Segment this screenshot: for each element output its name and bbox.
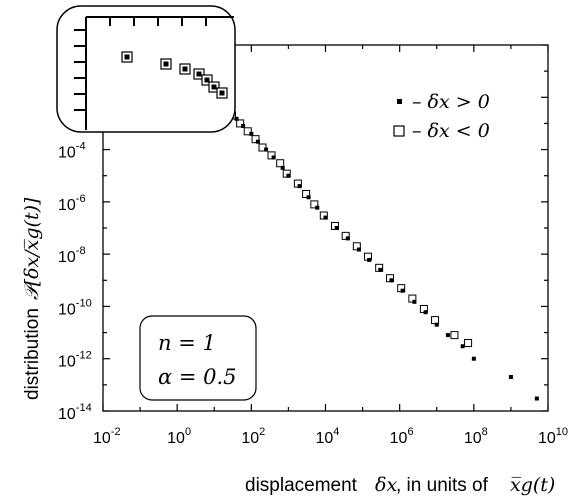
data-point-negative [431, 316, 440, 325]
x-tick-label: 104 [316, 426, 340, 447]
x-axis-label: displacement δx , in units of x̅g(t) [245, 474, 555, 496]
data-point-negative [236, 119, 245, 128]
data-point-positive [471, 356, 476, 361]
data-point-positive [306, 195, 311, 200]
inset-content [74, 16, 234, 130]
legend-marker-filled [397, 99, 402, 104]
x-axis-label-mid: , in units of [396, 475, 489, 496]
parameter-box-frame [139, 315, 257, 401]
parameter-alpha: α = 0.5 [158, 365, 237, 389]
inset-point-positive [124, 54, 130, 60]
y-axis-label-prefix: distribution [22, 308, 43, 400]
data-point-positive [234, 116, 239, 121]
y-tick-label: 10-6 [58, 193, 86, 214]
data-point-positive [508, 374, 513, 379]
data-point-positive [434, 322, 439, 327]
data-point-positive [271, 155, 276, 160]
data-point-positive [255, 139, 260, 144]
data-point-positive [297, 184, 302, 189]
data-point-positive [264, 147, 269, 152]
data-point-positive [400, 288, 405, 293]
x-tick-label: 106 [390, 426, 414, 447]
data-point-positive [389, 278, 394, 283]
data-point-negative [464, 338, 473, 347]
tick-labels: 10-2 100 102 104 106 108 1010 10-4 10-6 10-8 10-10… [58, 141, 568, 447]
data-point-positive [323, 215, 328, 220]
y-axis-label-math: 𝒫[δx/x̅g(t)] [21, 197, 43, 300]
inset-point-positive [204, 77, 210, 83]
inset-point-positive [219, 90, 225, 96]
y-tick-label: 10-10 [58, 297, 92, 318]
parameter-box: n = 1 α = 0.5 [139, 315, 257, 401]
x-axis-label-math: δx [375, 474, 397, 496]
x-tick-label: 108 [464, 426, 488, 447]
data-point-positive [412, 299, 417, 304]
data-point-positive [356, 247, 361, 252]
data-point-negative [352, 242, 361, 251]
x-tick-label: 1010 [538, 426, 568, 447]
data-point-positive [445, 333, 450, 338]
parameter-n: n = 1 [158, 331, 216, 355]
data-point-negative [310, 200, 319, 209]
data-point-positive [249, 131, 254, 136]
data-point-negative [341, 231, 350, 240]
data-point-positive [534, 396, 539, 401]
legend-text-positive: – δx > 0 [412, 91, 490, 113]
legend-text-negative: – δx < 0 [412, 120, 490, 142]
x-axis-label-prefix: displacement [245, 475, 358, 496]
legend: – δx > 0 – δx < 0 [393, 91, 490, 142]
data-point-positive [423, 310, 428, 315]
data-point-positive [334, 226, 339, 230]
x-tick-label: 100 [167, 426, 191, 447]
x-tick-label: 102 [241, 426, 265, 447]
y-tick-label: 10-8 [58, 245, 86, 266]
inset-point-positive [196, 71, 202, 77]
data-point-negative [408, 294, 417, 303]
data-point-positive [367, 257, 372, 262]
x-tick-label: 10-2 [93, 426, 121, 447]
plot-frame [102, 44, 549, 412]
data-point-negative [243, 127, 252, 136]
data-point-negative [267, 151, 276, 160]
inset-frame [56, 5, 236, 133]
inset-point-positive [211, 84, 217, 90]
data-point-negative [251, 135, 260, 144]
inset-point-positive [163, 61, 169, 67]
inset [56, 5, 236, 133]
data-point-positive [315, 205, 320, 210]
data-point-negative [450, 331, 459, 340]
data-point-positive [280, 165, 285, 170]
data-point-positive [378, 267, 383, 272]
data-point-positive [460, 344, 465, 349]
data-point-positive [286, 173, 291, 178]
y-tick-label: 10-4 [58, 141, 86, 162]
data-point-negative [276, 159, 285, 168]
legend-marker-open [393, 125, 405, 137]
y-tick-label: 10-12 [58, 350, 92, 371]
data-point-positive [241, 123, 246, 128]
inset-point-positive [182, 66, 188, 72]
y-axis-label: distribution 𝒫[δx/x̅g(t)] [21, 197, 43, 400]
y-tick-label: 10-14 [58, 402, 92, 423]
data-point-positive [345, 236, 350, 241]
x-axis-label-math2: x̅g(t) [510, 474, 555, 496]
data-point-negative [302, 189, 311, 198]
data-point-negative [258, 143, 267, 152]
